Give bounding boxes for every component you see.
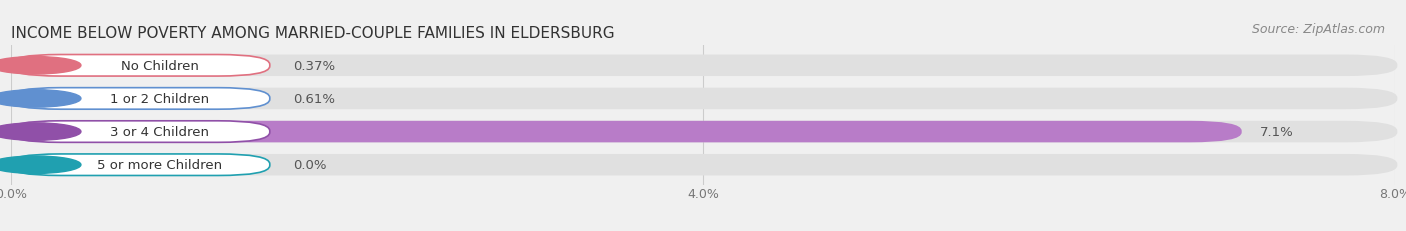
Text: 5 or more Children: 5 or more Children (97, 158, 222, 171)
Circle shape (0, 123, 82, 141)
FancyBboxPatch shape (8, 55, 77, 77)
Circle shape (0, 90, 82, 108)
Text: Source: ZipAtlas.com: Source: ZipAtlas.com (1251, 23, 1385, 36)
Text: 0.37%: 0.37% (292, 60, 335, 73)
Text: No Children: No Children (121, 60, 198, 73)
FancyBboxPatch shape (8, 88, 1398, 110)
Text: 0.61%: 0.61% (292, 93, 335, 106)
FancyBboxPatch shape (8, 154, 270, 176)
FancyBboxPatch shape (8, 154, 1398, 176)
FancyBboxPatch shape (8, 55, 1398, 77)
Circle shape (0, 156, 82, 174)
Text: 7.1%: 7.1% (1260, 125, 1294, 138)
FancyBboxPatch shape (8, 121, 1241, 143)
FancyBboxPatch shape (8, 88, 120, 110)
Text: 0.0%: 0.0% (292, 158, 326, 171)
Text: 1 or 2 Children: 1 or 2 Children (110, 93, 209, 106)
FancyBboxPatch shape (8, 88, 270, 110)
Text: 3 or 4 Children: 3 or 4 Children (110, 125, 209, 138)
Text: INCOME BELOW POVERTY AMONG MARRIED-COUPLE FAMILIES IN ELDERSBURG: INCOME BELOW POVERTY AMONG MARRIED-COUPL… (11, 26, 614, 41)
FancyBboxPatch shape (8, 55, 270, 77)
Circle shape (0, 57, 82, 75)
FancyBboxPatch shape (8, 121, 270, 143)
FancyBboxPatch shape (8, 121, 1398, 143)
